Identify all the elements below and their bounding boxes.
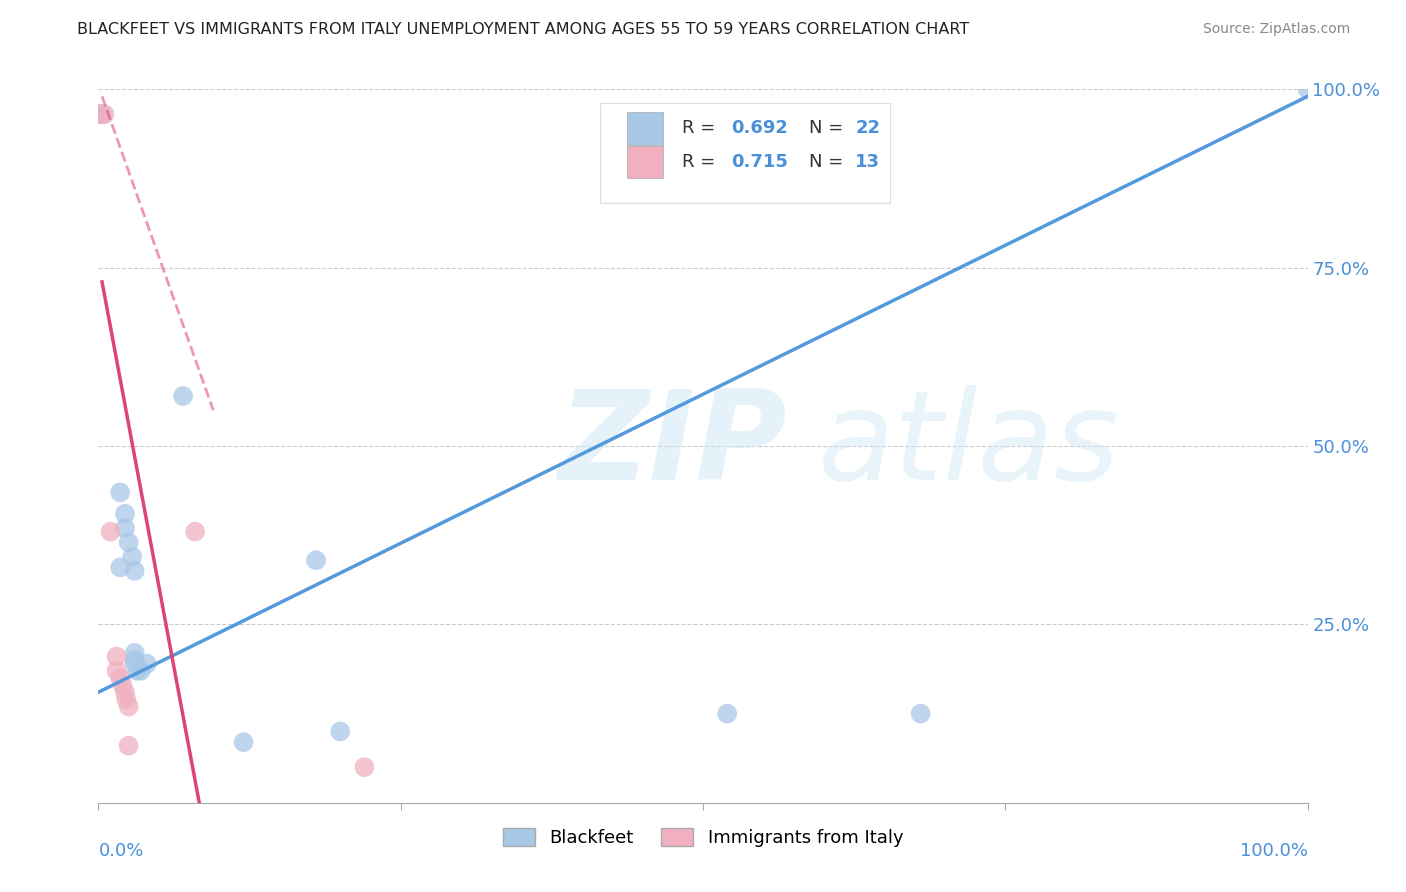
Point xyxy=(124,657,146,671)
Text: atlas: atlas xyxy=(818,385,1121,507)
Point xyxy=(172,389,194,403)
Text: 0.0%: 0.0% xyxy=(98,842,143,860)
Text: ZIP: ZIP xyxy=(558,385,786,507)
Text: N =: N = xyxy=(810,120,849,137)
Point xyxy=(90,107,112,121)
Text: 0.715: 0.715 xyxy=(731,153,787,171)
Point xyxy=(114,507,136,521)
Point xyxy=(108,671,131,685)
Text: 100.0%: 100.0% xyxy=(1240,842,1308,860)
Point xyxy=(135,657,157,671)
Point xyxy=(716,706,738,721)
Point xyxy=(121,549,143,564)
Legend: Blackfeet, Immigrants from Italy: Blackfeet, Immigrants from Italy xyxy=(495,821,911,855)
Text: N =: N = xyxy=(810,153,849,171)
Point xyxy=(115,692,138,706)
Point xyxy=(124,653,146,667)
Point xyxy=(124,646,146,660)
Text: 13: 13 xyxy=(855,153,880,171)
Text: R =: R = xyxy=(682,153,721,171)
FancyBboxPatch shape xyxy=(600,103,890,203)
Point xyxy=(91,107,114,121)
Point xyxy=(305,553,328,567)
Text: Source: ZipAtlas.com: Source: ZipAtlas.com xyxy=(1202,22,1350,37)
Point xyxy=(232,735,254,749)
Text: 0.692: 0.692 xyxy=(731,120,787,137)
Point xyxy=(111,678,134,692)
Point xyxy=(93,107,115,121)
Point xyxy=(129,664,152,678)
Point xyxy=(100,524,122,539)
Point xyxy=(329,724,352,739)
Text: BLACKFEET VS IMMIGRANTS FROM ITALY UNEMPLOYMENT AMONG AGES 55 TO 59 YEARS CORREL: BLACKFEET VS IMMIGRANTS FROM ITALY UNEMP… xyxy=(77,22,970,37)
Bar xyxy=(627,112,664,145)
Point xyxy=(353,760,375,774)
Point xyxy=(127,664,149,678)
Point xyxy=(89,107,111,121)
Text: R =: R = xyxy=(682,120,721,137)
Bar xyxy=(627,146,664,178)
Point xyxy=(114,521,136,535)
Point xyxy=(118,535,141,549)
Point xyxy=(108,560,131,574)
Point xyxy=(118,739,141,753)
Point xyxy=(184,524,207,539)
Point xyxy=(105,649,128,664)
Point xyxy=(114,685,136,699)
Point xyxy=(118,699,141,714)
Point xyxy=(105,664,128,678)
Text: 22: 22 xyxy=(855,120,880,137)
Point xyxy=(124,564,146,578)
Point xyxy=(1296,82,1319,96)
Point xyxy=(910,706,932,721)
Point xyxy=(108,485,131,500)
